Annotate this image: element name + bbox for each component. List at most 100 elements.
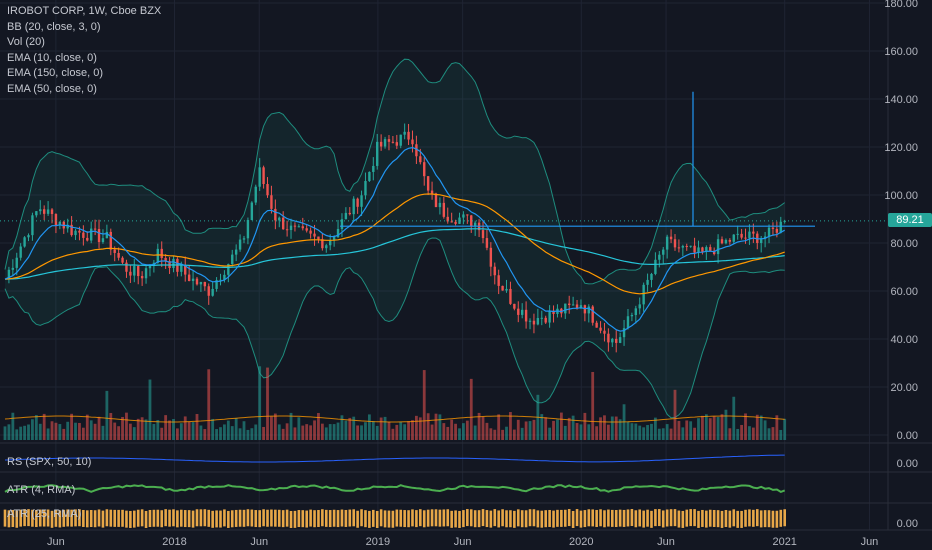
candle-body: [509, 288, 512, 304]
indicator-ema150[interactable]: EMA (150, close, 0): [7, 67, 103, 79]
symbol-title[interactable]: IROBOT CORP, 1W, Cboe BZX: [7, 5, 162, 17]
volume-bar: [571, 415, 575, 440]
volume-bar: [442, 423, 446, 440]
candle-body: [426, 176, 430, 191]
volume-bar: [654, 417, 657, 440]
atr25-bar: [191, 510, 195, 528]
candle-body: [603, 330, 606, 334]
candle-body: [595, 322, 598, 328]
atr25-bar: [364, 510, 367, 528]
atr25-bar: [93, 510, 97, 528]
rs-pane-label[interactable]: RS (SPX, 50, 10): [7, 456, 92, 468]
volume-bar: [411, 420, 414, 440]
indicator-vol[interactable]: Vol (20): [7, 36, 45, 48]
candle-body: [485, 238, 489, 248]
volume-bar: [11, 412, 15, 440]
atr25-bar: [430, 509, 434, 527]
atr25-bar: [383, 510, 387, 528]
candle-body: [493, 266, 496, 276]
atr25-bar: [501, 509, 504, 527]
candle-body: [238, 239, 242, 250]
volume-bar: [31, 419, 34, 440]
volume-bar: [728, 428, 732, 440]
atr25-bar: [752, 509, 755, 527]
atr25-bar: [281, 510, 285, 528]
atr25-pane-label[interactable]: ATR (25, RMA): [7, 508, 82, 520]
candle-body: [634, 308, 638, 316]
candle-body: [11, 267, 15, 270]
candle-body: [187, 274, 191, 282]
candle-body: [317, 236, 320, 240]
atr25-bar: [434, 509, 438, 527]
candle-body: [662, 249, 665, 255]
volume-bar: [309, 425, 313, 440]
volume-bar: [42, 413, 46, 440]
volume-bar: [716, 417, 720, 440]
atr25-bar: [556, 509, 559, 527]
candle-body: [728, 239, 732, 242]
volume-bar: [489, 428, 493, 440]
candle-body: [395, 142, 399, 146]
atr25-bar: [575, 509, 579, 527]
atr25-bar: [105, 509, 109, 527]
atr25-bar: [626, 509, 630, 527]
volume-bar: [172, 419, 175, 440]
atr25-bar: [395, 509, 399, 527]
candle-body: [748, 231, 751, 239]
volume-bar: [328, 424, 332, 440]
candle-body: [407, 131, 410, 140]
atr25-bar: [587, 509, 591, 527]
candle-body: [46, 209, 50, 214]
volume-bar: [677, 420, 681, 440]
volume-bar: [289, 412, 293, 440]
indicator-ema50[interactable]: EMA (50, close, 0): [7, 82, 97, 95]
atr25-bar: [669, 509, 673, 527]
atr25-bar: [513, 510, 516, 528]
atr25-bar: [544, 510, 547, 528]
candle-body: [673, 239, 677, 248]
volume-bar: [234, 418, 238, 440]
candle-body: [705, 247, 708, 252]
atr25-bar: [607, 509, 610, 527]
candle-body: [191, 278, 195, 282]
candle-body: [285, 229, 289, 231]
indicator-bb[interactable]: BB (20, close, 3, 0): [7, 20, 101, 33]
volume-bar: [783, 418, 787, 440]
atr25-bar: [97, 509, 101, 527]
chart-legend: IROBOT CORP, 1W, Cboe BZX BB (20, close,…: [7, 4, 161, 97]
candle-body: [391, 141, 395, 143]
candle-body: [356, 198, 359, 207]
candle-body: [58, 221, 62, 226]
volume-bar: [89, 420, 93, 440]
candle-body: [70, 224, 73, 236]
candle-body: [148, 265, 152, 269]
volume-bar: [665, 424, 669, 440]
candle-body: [599, 327, 602, 331]
indicator-ema10[interactable]: EMA (10, close, 0): [7, 51, 97, 64]
price-axis-label: 180.00: [884, 0, 918, 10]
volume-bar: [779, 429, 783, 440]
atr25-bar: [31, 509, 34, 527]
atr25-bar: [536, 510, 540, 528]
atr25-bar: [497, 510, 500, 528]
atr4-pane-label[interactable]: ATR (4, RMA): [7, 484, 76, 496]
candle-body: [615, 338, 618, 343]
volume-bar: [559, 412, 563, 440]
candle-body: [223, 274, 226, 280]
candles: [7, 123, 786, 353]
candle-body: [466, 214, 469, 216]
volume-bar: [305, 424, 309, 440]
candle-body: [50, 209, 54, 215]
atr25-bar: [140, 509, 144, 527]
volume-bar: [740, 424, 744, 440]
volume-bar: [207, 369, 211, 440]
atr25-bar: [223, 509, 226, 527]
candle-body: [207, 286, 210, 296]
candle-body: [720, 239, 724, 244]
candle-body: [540, 317, 543, 319]
time-axis-label: Jun: [250, 536, 268, 548]
atr25-bar: [199, 509, 203, 527]
volume-bar: [575, 423, 579, 440]
candle-body: [54, 214, 58, 226]
